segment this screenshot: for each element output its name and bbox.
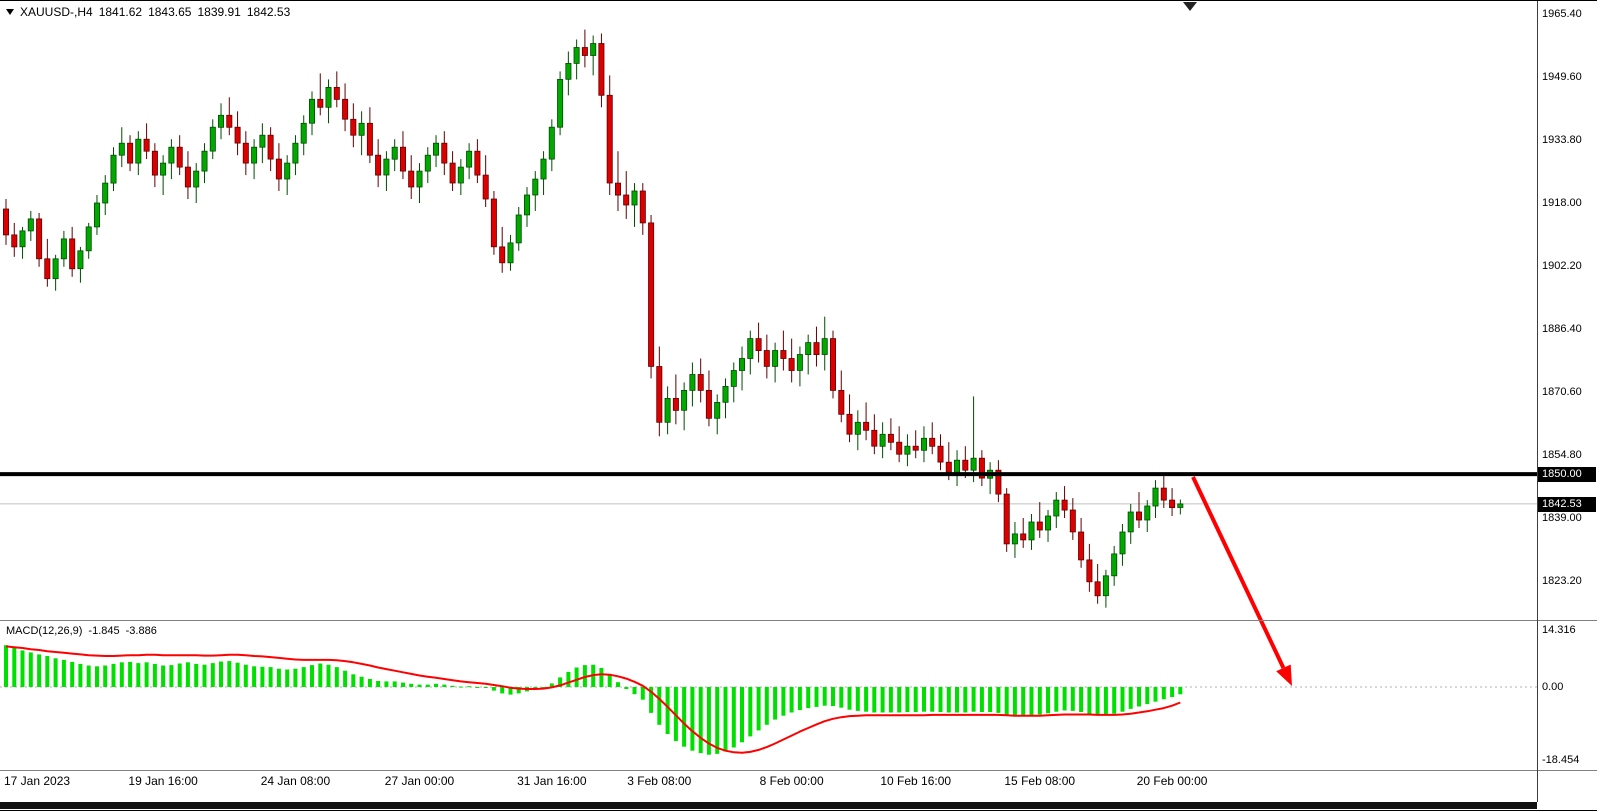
time-axis-label: 3 Feb 08:00 (627, 774, 692, 788)
ohlc-high-value: 1843.65 (148, 5, 192, 19)
price-axis-label: 1902.20 (1542, 260, 1582, 272)
price-axis-label: 1918.00 (1542, 197, 1582, 209)
trend-arrow-annotation[interactable] (1191, 476, 1292, 686)
price-axis-label: 1949.60 (1542, 71, 1582, 83)
macd-indicator-label: MACD(12,26,9) (6, 625, 83, 637)
panel-separator-macd-time[interactable] (0, 770, 1597, 771)
time-axis-label: 10 Feb 16:00 (880, 774, 952, 788)
time-axis-label: 27 Jan 00:00 (384, 774, 455, 788)
symbol-timeframe-label: XAUUSD-,H4 (20, 5, 93, 19)
macd-main-value: -1.845 (88, 625, 120, 637)
time-axis-label: 17 Jan 2023 (4, 774, 71, 788)
time-axis-label: 31 Jan 16:00 (517, 774, 587, 788)
symbol-dropdown-icon[interactable] (6, 9, 14, 15)
price-axis-label: 1839.00 (1542, 512, 1582, 524)
price-axis-border (1537, 0, 1538, 802)
macd-axis-label: 0.00 (1542, 681, 1564, 693)
window-border-top (0, 0, 1597, 1)
chart-shift-icon[interactable] (1183, 2, 1197, 11)
time-axis-label: 20 Feb 00:00 (1136, 774, 1208, 788)
chart-header: XAUUSD-,H4 1841.62 1843.65 1839.91 1842.… (6, 5, 290, 19)
macd-indicator-header: MACD(12,26,9) -1.845 -3.886 (6, 625, 157, 637)
price-axis-label: 1933.80 (1542, 134, 1582, 146)
current-price-badge: 1842.53 (1538, 496, 1596, 512)
candlestick-series (3, 29, 1184, 608)
macd-axis-label: -18.454 (1542, 754, 1580, 767)
time-axis-label: 24 Jan 08:00 (260, 774, 331, 788)
bottom-scrollbar[interactable] (0, 802, 1537, 809)
price-axis-label: 1886.40 (1542, 323, 1582, 335)
ohlc-low-value: 1839.91 (197, 5, 241, 19)
macd-axis-label: 14.316 (1542, 624, 1576, 637)
ohlc-open-value: 1841.62 (98, 5, 143, 19)
hline-price-badge: 1850.00 (1538, 467, 1596, 483)
panel-separator-main-macd[interactable] (0, 620, 1597, 621)
price-axis[interactable]: 1850.00 1842.53 1965.40 1949.60 1933.80 191… (1538, 0, 1597, 802)
time-axis-label: 19 Jan 16:00 (128, 774, 198, 788)
macd-histogram (4, 645, 1183, 755)
time-axis-label: 8 Feb 00:00 (759, 774, 824, 788)
price-axis-label: 1823.20 (1542, 575, 1582, 587)
macd-signal-line (5, 645, 1181, 754)
time-axis-label: 15 Feb 08:00 (1004, 774, 1076, 788)
price-axis-label: 1965.40 (1542, 8, 1582, 20)
price-axis-label: 1854.80 (1542, 449, 1582, 461)
price-axis-label: 1870.60 (1542, 386, 1582, 398)
macd-signal-value: -3.886 (125, 625, 157, 637)
ohlc-close-value: 1842.53 (246, 5, 291, 19)
time-axis[interactable]: 17 Jan 2023 19 Jan 16:00 24 Jan 08:00 27 Ja… (0, 771, 1537, 793)
